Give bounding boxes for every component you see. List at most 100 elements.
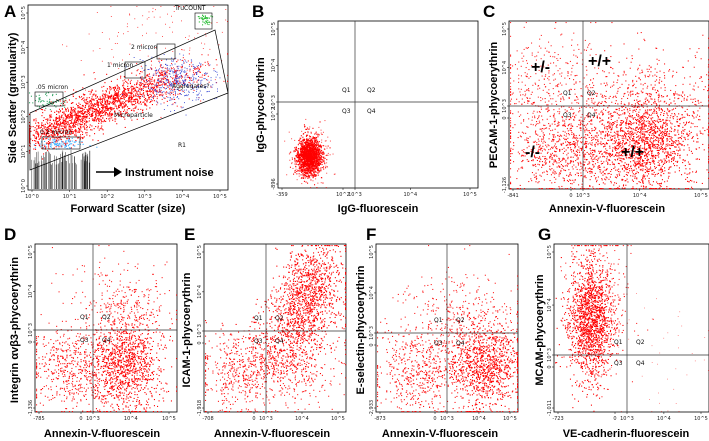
x-tick-label: 10^5 — [331, 416, 345, 422]
x-tick-label: 10^4 — [176, 194, 190, 200]
y-tick-label: 10^2 — [271, 107, 277, 121]
y-axis-title-g: MCAM-phycoerythrin — [534, 274, 546, 386]
quadrant-q2-b: Q2 — [367, 87, 376, 94]
y-tick-label: 10^3 — [197, 324, 203, 338]
x-tick-label: 10^5 — [503, 416, 517, 422]
x-axis-title-g: VE-cadherin-fluorescein — [563, 428, 690, 440]
gate-02-micron — [41, 136, 81, 150]
y-tick-label: 10^3 — [369, 326, 375, 340]
x-axis-title-f: Annexin-V-fluorescein — [382, 428, 498, 440]
gate-2-micron — [156, 43, 176, 60]
plot-frame-e — [203, 243, 347, 413]
x-axis-title-e: Annexin-V-fluorescein — [214, 428, 330, 440]
quadrant-q3-f: Q3 — [434, 340, 443, 347]
population-label-q1: +/- — [531, 59, 550, 76]
panel-label-c: C — [483, 2, 495, 21]
quadrant-q2-f: Q2 — [456, 317, 465, 324]
quadrant-q4-c: Q4 — [587, 112, 596, 119]
x-tick-label: -841 — [507, 193, 518, 199]
gate-r1 — [29, 29, 229, 171]
x-axis-title-d: Annexin-V-fluorescein — [44, 428, 160, 440]
y-tick-label: 10^4 — [369, 286, 375, 300]
y-tick-label: 10^4 — [197, 285, 203, 299]
y-tick-label: 10^4 — [28, 284, 34, 298]
panel-d: D Q1 Q2 Q3 Q4 Annexin-V-fluorescein Inte… — [4, 225, 178, 440]
gate-label-microparticle: Microparticle — [114, 112, 153, 119]
points-d — [36, 245, 178, 413]
x-tick-label: -785 — [33, 416, 44, 422]
quadrant-q4-g: Q4 — [636, 360, 645, 367]
gate-label-aggregates: Aggregates? — [172, 83, 210, 90]
quadrant-q3-g: Q3 — [614, 360, 623, 367]
y-tick-label: 10^3 — [21, 75, 27, 89]
x-tick-label: 10^3 — [86, 416, 100, 422]
y-tick-label: -2,933 — [369, 400, 375, 416]
y-tick-label: 0 — [369, 343, 375, 346]
gate-label-05-micron: .05 micron — [36, 84, 68, 91]
y-tick-label: 10^3 — [28, 323, 34, 337]
x-tick-label: -359 — [276, 192, 287, 198]
y-tick-label: 10^5 — [271, 22, 277, 36]
x-tick-label: 10^3 — [620, 416, 634, 422]
y-axis-title-d: Integrin αvβ3-phycoerythrin — [9, 257, 21, 403]
panel-a: A TruCOUNT 2 micron 1 micron .05 micron … — [4, 2, 229, 215]
y-tick-label: -1,126 — [502, 177, 508, 193]
quadrant-q3-d: Q3 — [80, 337, 89, 344]
panel-e: E Q1 Q2 Q3 Q4 Annexin-V-fluorescein ICAM… — [181, 225, 347, 440]
y-tick-label: 0 — [547, 365, 553, 368]
panel-label-a: A — [4, 2, 16, 21]
quadrant-q2-g: Q2 — [636, 339, 645, 346]
quadrant-q1-e: Q1 — [254, 315, 263, 322]
points-g — [555, 245, 709, 412]
x-tick-label: 10^5 — [213, 194, 227, 200]
y-axis-title-e: ICAM-1-phycoerythrin — [181, 272, 193, 387]
panel-label-g: G — [538, 225, 551, 244]
gate-05-micron — [34, 91, 64, 107]
panel-b: B Q1 Q2 Q3 Q4 IgG-fluorescein IgG-phycoe… — [252, 2, 479, 215]
y-tick-label: -896 — [271, 178, 277, 189]
x-tick-label: 10^5 — [694, 416, 708, 422]
quadrant-q3-e: Q3 — [254, 338, 263, 345]
y-tick-label: 0 — [197, 341, 203, 344]
panel-f: F Q1 Q2 Q3 Q4 Annexin-V-fluorescein E-se… — [355, 225, 519, 440]
y-tick-label: 10^5 — [28, 245, 34, 259]
y-tick-label: -1,011 — [547, 400, 553, 416]
y-axis-title-c: PECAM-1-phycoerythrin — [488, 41, 500, 168]
quadrant-q1-b: Q1 — [342, 87, 351, 94]
y-tick-label: 10^3 — [271, 95, 277, 109]
x-tick-label: 10^3 — [348, 192, 362, 198]
x-tick-label: -708 — [202, 416, 213, 422]
y-tick-label: 10^4 — [21, 41, 27, 55]
gate-label-2-micron: 2 micron — [131, 44, 158, 51]
x-tick-label: 0 — [252, 416, 255, 422]
y-axis-title-f: E-selectin-phycoerythrin — [355, 265, 367, 394]
points-b — [284, 118, 336, 189]
y-tick-label: 10^3 — [502, 99, 508, 113]
quadrant-q3-b: Q3 — [342, 108, 351, 115]
panel-g: G Q1 Q2 Q3 Q4 VE-cadherin-fluorescein MC… — [534, 225, 709, 440]
x-tick-label: 10^3 — [138, 194, 152, 200]
quadrant-q1-c: Q1 — [563, 90, 572, 97]
y-tick-label: 10^5 — [21, 6, 27, 20]
x-tick-label: 10^4 — [472, 416, 486, 422]
y-tick-label: 10^4 — [502, 61, 508, 75]
y-tick-label: 0 — [28, 340, 34, 343]
quadrant-q1-g: Q1 — [614, 339, 623, 346]
y-tick-label: 10^5 — [369, 245, 375, 259]
x-tick-label: 10^5 — [162, 416, 176, 422]
panel-c: C Q1 Q2 Q3 Q4 +/- +/+ -/- +/+ Annexin-V-… — [483, 2, 709, 215]
x-tick-label: 10^4 — [657, 416, 671, 422]
panel-label-f: F — [366, 225, 376, 244]
y-tick-label: 10^1 — [21, 145, 27, 159]
population-label-q4: +/+ — [621, 144, 644, 161]
gate-trucount — [194, 12, 213, 30]
x-tick-label: 10^2 — [100, 194, 114, 200]
gate-label-r1: R1 — [178, 142, 186, 149]
x-tick-label: 10^3 — [259, 416, 273, 422]
x-tick-label: 0 — [79, 416, 82, 422]
quadrant-q2-c: Q2 — [587, 90, 596, 97]
quadrant-q4-e: Q4 — [275, 338, 284, 345]
panel-label-d: D — [4, 225, 16, 244]
x-axis-title-c: Annexin-V-fluorescein — [549, 203, 665, 215]
quadrant-q4-d: Q4 — [102, 337, 111, 344]
